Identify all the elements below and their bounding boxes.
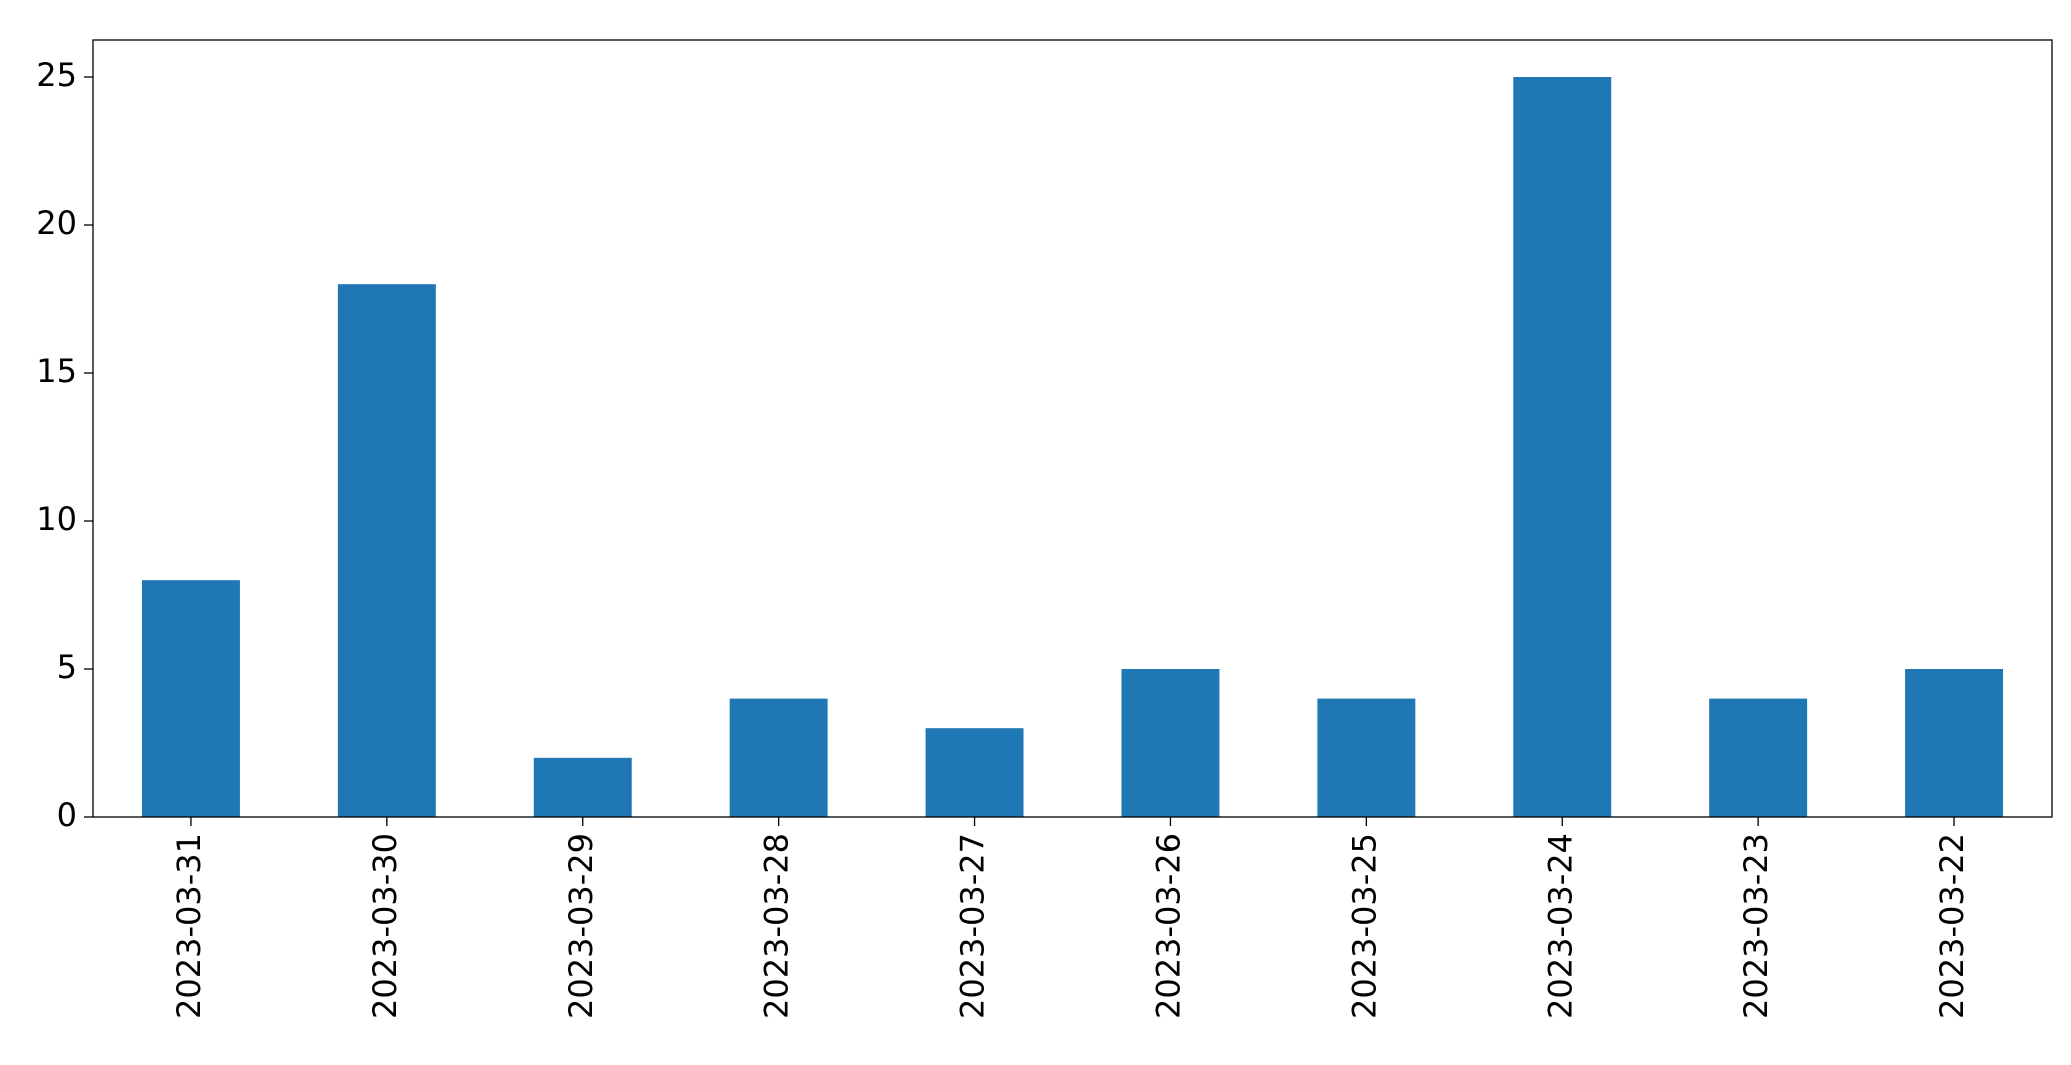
y-tick-label: 10 [36, 500, 77, 538]
bar [1905, 669, 2004, 817]
y-tick-label: 5 [57, 648, 77, 686]
y-tick-label: 0 [57, 796, 77, 834]
x-tick-label: 2023-03-28 [758, 833, 796, 1019]
bar [1317, 698, 1416, 817]
plot-frame [92, 39, 2053, 818]
bar [729, 698, 828, 817]
x-tick-label: 2023-03-22 [1933, 833, 1971, 1019]
bar [141, 580, 240, 817]
bar [1121, 669, 1220, 817]
x-tick-label: 2023-03-24 [1541, 833, 1579, 1019]
x-tick-label: 2023-03-30 [366, 833, 404, 1019]
x-tick-label: 2023-03-23 [1737, 833, 1775, 1019]
bar [1709, 698, 1808, 817]
bar [337, 284, 436, 817]
y-tick-label: 20 [36, 204, 77, 242]
x-tick-label: 2023-03-31 [170, 833, 208, 1019]
x-tick-label: 2023-03-25 [1345, 833, 1383, 1019]
bar [533, 757, 632, 817]
y-tick-label: 25 [36, 56, 77, 94]
bar [925, 728, 1024, 817]
x-tick-label: 2023-03-26 [1149, 833, 1187, 1019]
y-tick-label: 15 [36, 352, 77, 390]
bar [1513, 77, 1612, 817]
x-tick-label: 2023-03-29 [562, 833, 600, 1019]
x-tick-label: 2023-03-27 [954, 833, 992, 1019]
